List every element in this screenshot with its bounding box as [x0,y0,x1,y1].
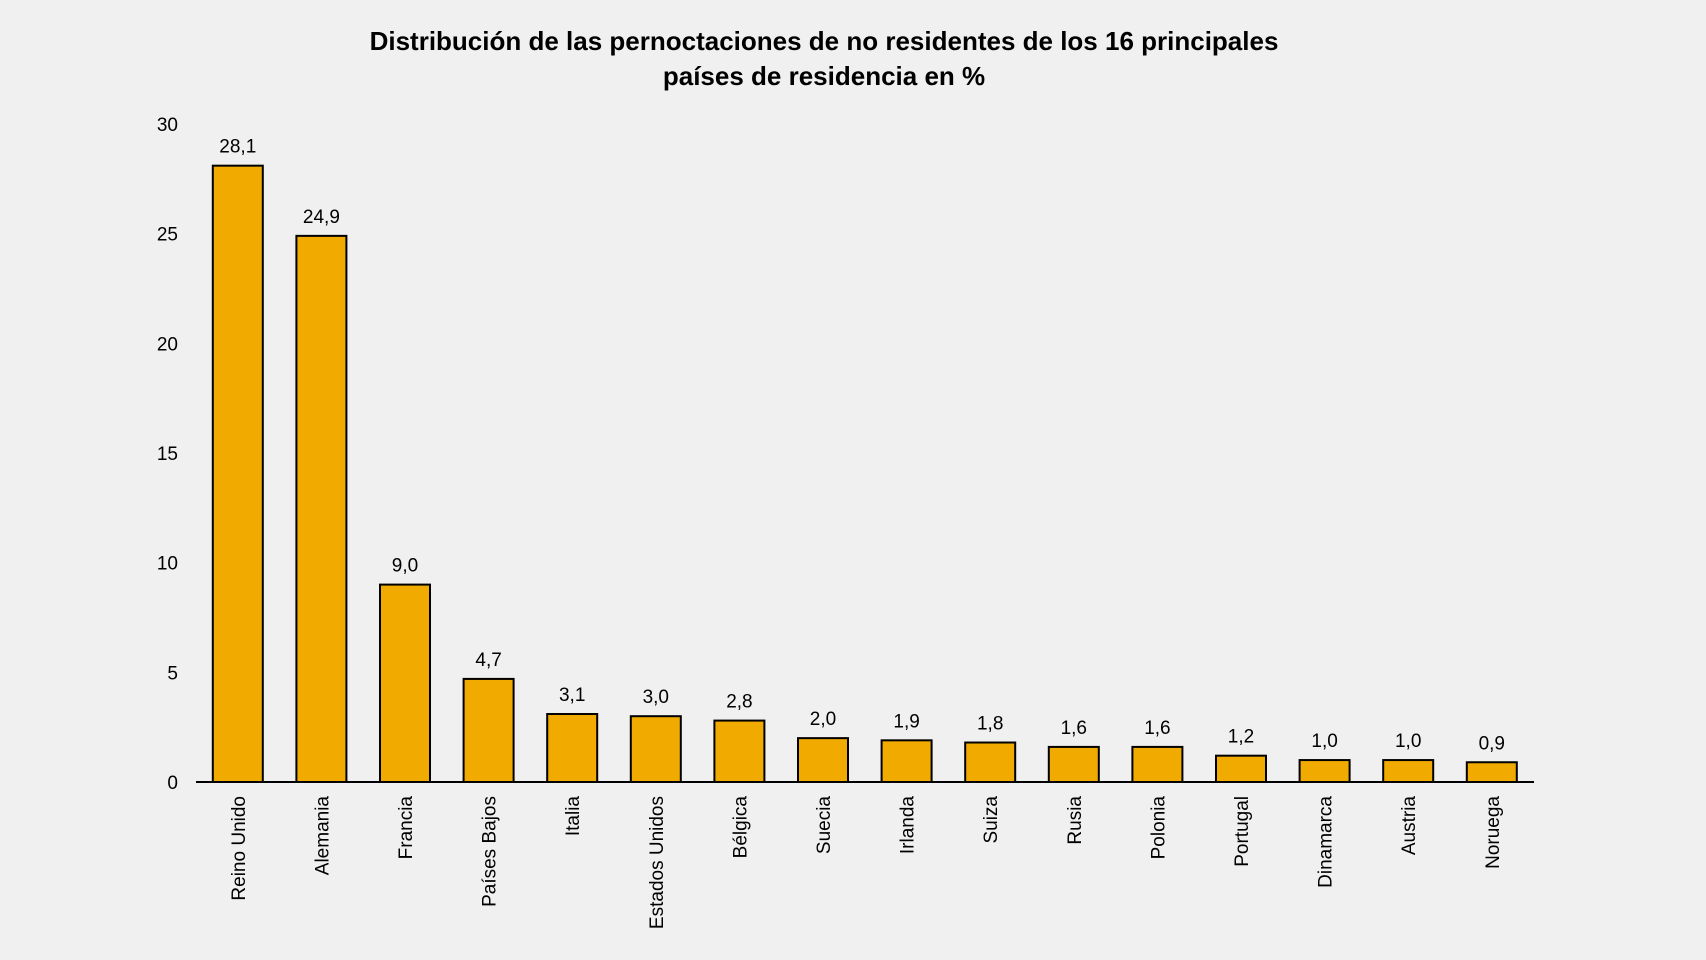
category-label: Suecia [814,796,835,855]
category-label: Noruega [1483,796,1504,869]
category-label: Polonia [1148,796,1169,860]
bar [1382,759,1435,783]
category-label: Dinamarca [1316,796,1337,888]
bar [379,583,431,783]
bar [546,713,599,783]
bar [211,164,264,783]
data-label: 1,0 [1311,731,1337,752]
chart-subtitle: países de residencia en % [663,61,985,91]
bar [462,677,515,783]
data-label: 2,0 [810,709,836,730]
data-label: 28,1 [219,137,256,158]
bar [1298,759,1351,783]
category-label: Estados Unidos [647,796,668,929]
bar [713,719,766,784]
category-label: Italia [563,796,584,837]
category-label: Países Bajos [480,796,501,907]
bar [295,234,348,784]
category-label: Alemania [312,796,333,876]
y-tick-label: 5 [167,663,178,684]
category-label: Irlanda [898,796,919,855]
category-label: Austria [1399,796,1420,856]
bar [797,737,849,784]
data-label: 1,9 [893,711,919,732]
category-label: Rusia [1065,796,1086,845]
data-label: 1,2 [1228,727,1254,748]
y-tick-label: 15 [157,444,178,465]
bar [1215,754,1267,783]
data-label: 1,6 [1144,718,1170,739]
data-label: 1,0 [1395,731,1421,752]
y-tick-label: 20 [157,334,178,355]
bar [964,741,1017,784]
data-label: 4,7 [475,650,501,671]
data-label: 1,6 [1061,718,1087,739]
y-tick-label: 0 [167,773,178,794]
y-tick-label: 30 [157,115,178,136]
data-label: 3,0 [643,687,669,708]
category-label: Bélgica [730,796,751,859]
data-label: 1,8 [977,714,1003,735]
data-label: 3,1 [559,685,585,706]
chart-title: Distribución de las pernoctaciones de no… [370,26,1279,56]
data-label: 24,9 [303,207,340,228]
bar [1465,761,1518,784]
category-label: Suiza [981,796,1002,844]
y-tick-label: 25 [157,225,178,246]
category-label: Francia [396,796,417,860]
data-label: 2,8 [726,692,752,713]
data-label: 0,9 [1479,733,1505,754]
bar [1047,745,1100,784]
data-label: 9,0 [392,556,418,577]
category-label: Reino Unido [229,796,250,901]
y-tick-label: 10 [157,554,178,575]
category-label: Portugal [1232,796,1253,867]
bar [629,715,682,784]
bar [880,739,933,783]
bar [1131,745,1184,784]
